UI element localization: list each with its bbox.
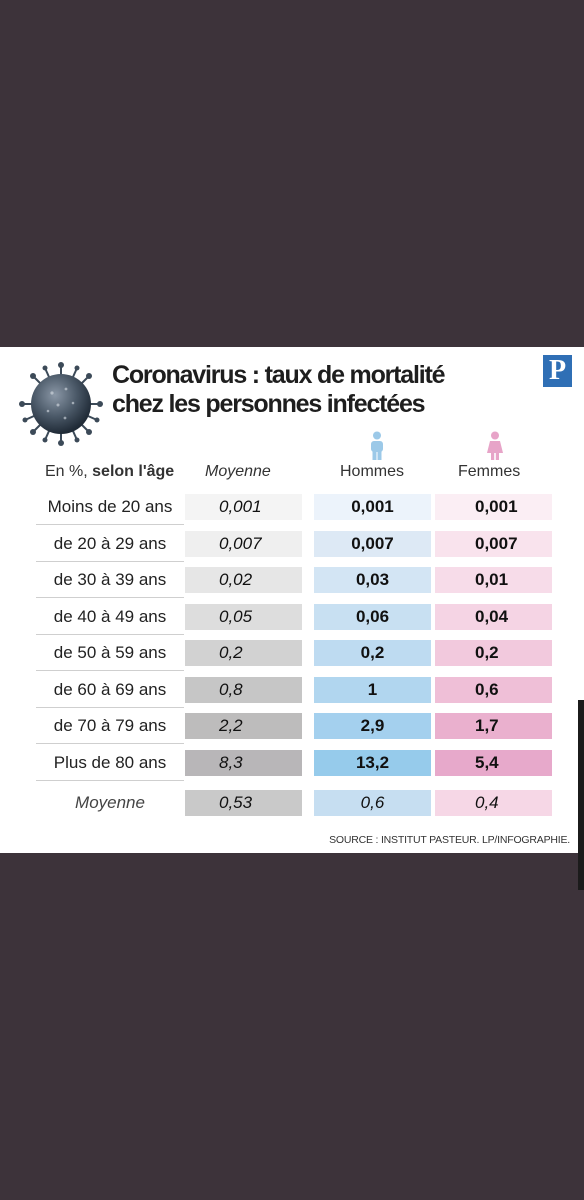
table-row: Moins de 20 ans 0,001 0,001 0,001 [0, 494, 584, 525]
column-header-hommes: Hommes [340, 463, 405, 480]
row-label: de 40 à 49 ans [53, 606, 167, 626]
row-divider [36, 597, 184, 598]
row-divider [36, 706, 184, 708]
cell-femmes-total: 0,4 [435, 790, 552, 816]
cell-femmes: 5,4 [435, 749, 552, 776]
row-divider [36, 560, 184, 562]
cell-moyenne: 8,3 [185, 749, 302, 776]
title-line-2: chez les personnes infectées [112, 390, 426, 418]
row-label: Moins de 20 ans [47, 497, 173, 516]
cell-moyenne: 2,2 [185, 713, 302, 739]
row-divider [36, 633, 184, 635]
virus-icon [19, 362, 103, 446]
table-row: de 30 à 39 ans 0,02 0,03 0,01 [0, 567, 584, 598]
row-label: de 30 à 39 ans [53, 570, 167, 589]
cell-moyenne: 0,02 [185, 567, 302, 593]
row-label: Moyenne [75, 793, 145, 812]
table-row: de 50 à 59 ans 0,2 0,2 0,2 [0, 640, 584, 671]
cell-hommes: 1 [314, 676, 431, 703]
cell-moyenne: 0,8 [185, 676, 302, 703]
unit-label-prefix: En %, [45, 463, 93, 480]
row-divider [36, 743, 184, 744]
row-divider [36, 779, 184, 781]
unit-label-bold: selon l'âge [92, 463, 175, 480]
cell-femmes: 0,6 [435, 676, 552, 703]
cell-moyenne: 0,05 [185, 603, 302, 630]
cell-moyenne-total: 0,53 [185, 790, 302, 816]
table-row: de 60 à 69 ans 0,8 1 0,6 [0, 676, 584, 708]
screen-edge [578, 700, 584, 890]
unit-label: En %, selon l'âge [45, 463, 174, 481]
cell-hommes: 0,2 [314, 640, 431, 666]
row-label: de 60 à 69 ans [53, 679, 167, 699]
cell-femmes: 0,04 [435, 603, 552, 630]
cell-moyenne: 0,001 [185, 494, 302, 520]
chart-title: Coronavirus : taux de mortalité chez les… [112, 361, 446, 419]
woman-icon [487, 431, 503, 460]
cell-femmes: 1,7 [435, 713, 552, 739]
table-row: de 70 à 79 ans 2,2 2,9 1,7 [0, 713, 584, 744]
cell-hommes: 0,06 [314, 603, 431, 630]
row-label: Plus de 80 ans [53, 752, 167, 772]
title-line-1: Coronavirus : taux de mortalité [112, 361, 446, 389]
row-label: de 20 à 29 ans [53, 533, 167, 553]
column-header-moyenne: Moyenne [205, 463, 271, 480]
row-divider [36, 524, 184, 525]
cell-hommes-total: 0,6 [314, 790, 431, 816]
row-divider [36, 670, 184, 671]
row-label: de 50 à 59 ans [53, 643, 167, 662]
cell-hommes: 0,03 [314, 567, 431, 593]
cell-hommes: 0,007 [314, 530, 431, 557]
column-header-femmes: Femmes [458, 463, 521, 480]
cell-hommes: 2,9 [314, 713, 431, 739]
cell-femmes: 0,007 [435, 530, 552, 557]
infographic-card: Coronavirus : taux de mortalité chez les… [0, 347, 584, 853]
cell-femmes: 0,2 [435, 640, 552, 666]
man-icon [371, 431, 383, 460]
cell-femmes: 0,01 [435, 567, 552, 593]
cell-hommes: 0,001 [314, 494, 431, 520]
cell-femmes: 0,001 [435, 494, 552, 520]
cell-moyenne: 0,007 [185, 530, 302, 557]
table-row: Plus de 80 ans 8,3 13,2 5,4 [0, 749, 584, 781]
cell-hommes: 13,2 [314, 749, 431, 776]
table-row-total: Moyenne 0,53 0,6 0,4 [0, 790, 584, 816]
cell-moyenne: 0,2 [185, 640, 302, 666]
row-label: de 70 à 79 ans [53, 716, 167, 735]
table-row: de 40 à 49 ans 0,05 0,06 0,04 [0, 603, 584, 635]
source-note: SOURCE : INSTITUT PASTEUR. LP/INFOGRAPHI… [329, 834, 570, 846]
table-row: de 20 à 29 ans 0,007 0,007 0,007 [0, 530, 584, 562]
publisher-logo: P [543, 355, 572, 387]
